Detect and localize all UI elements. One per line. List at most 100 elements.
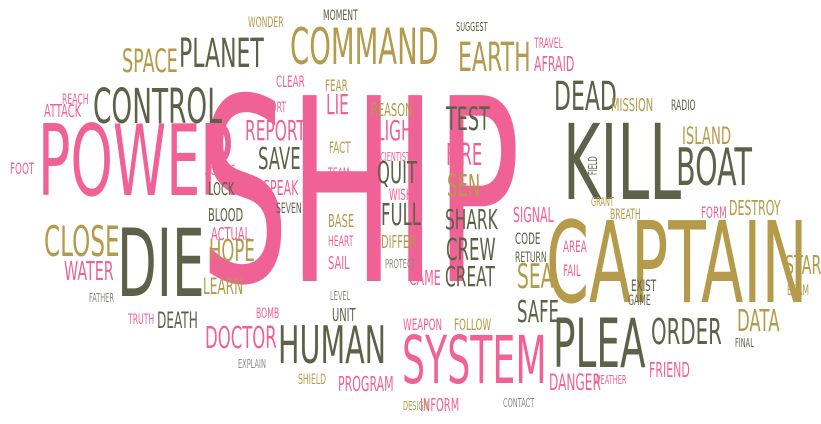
word-hope: HOPE: [209, 234, 255, 269]
word-weather: WEATHER: [594, 373, 627, 387]
word-creat: CREAT: [445, 260, 495, 293]
word-test: TEST: [446, 100, 490, 138]
word-reach: REACH: [62, 92, 89, 108]
word-fact: FACT: [329, 138, 351, 157]
word-moment: MOMENT: [323, 8, 358, 24]
word-kill: KILL: [563, 102, 682, 224]
word-captain: CAPTAIN: [546, 199, 808, 329]
word-power: POWER: [38, 105, 238, 219]
word-unit: UNIT: [332, 305, 356, 326]
word-learn: LEARN: [203, 275, 244, 300]
word-system: SYSTEM: [402, 322, 547, 399]
word-ship: SHIP: [200, 45, 521, 342]
word-earth: EARTH: [458, 35, 531, 81]
word-heart: HEART: [328, 234, 354, 250]
word-control: CONTROL: [93, 79, 222, 135]
word-shark: SHARK: [445, 203, 498, 236]
word-radio: RADIO: [671, 98, 696, 114]
word-level: LEVEL: [330, 289, 351, 303]
word-report: REPORT: [245, 114, 306, 147]
word-protect: PROTECT: [385, 257, 416, 271]
word-sen: SEN: [447, 169, 481, 204]
word-follow: FOLLOW: [454, 315, 492, 334]
word-human: HUMAN: [278, 316, 387, 376]
word-form: FORM: [701, 203, 727, 222]
word-attack: ATTACK: [44, 101, 82, 122]
word-crew: CREW: [446, 233, 496, 268]
word-lock: LOCK: [208, 179, 235, 200]
word-save: SAVE: [258, 142, 301, 177]
word-breath: BREATH: [610, 207, 641, 223]
word-team: TEAM: [328, 166, 350, 182]
word-destroy: DESTROY: [729, 196, 781, 220]
word-boat: BOAT: [676, 138, 752, 198]
word-foot: FOOT: [10, 159, 35, 178]
word-scientist: SCIENTIST: [376, 150, 411, 164]
word-base: BASE: [328, 211, 355, 232]
word-wish: WISH: [389, 185, 413, 204]
word-code: CODE: [515, 229, 541, 248]
word-lie: LIE: [326, 88, 349, 121]
word-travel: TRAVEL: [534, 36, 563, 52]
word-return: RETURN: [515, 250, 547, 266]
word-doctor: DOCTOR: [205, 321, 277, 356]
word-game: GAME: [628, 293, 651, 309]
word-explain: EXPLAIN: [238, 357, 266, 371]
word-fire: FIRE: [446, 138, 483, 173]
word-danger: DANGER: [549, 371, 601, 396]
word-shield: SHIELD: [298, 372, 327, 388]
word-close: CLOSE: [44, 217, 120, 266]
word-space: SPACE: [122, 42, 178, 80]
word-light: LIGHT: [376, 114, 423, 147]
word-water: WATER: [64, 257, 114, 287]
word-exist: EXIST: [631, 276, 657, 295]
word-island: ISLAND: [682, 122, 732, 150]
word-contact: CONTACT: [503, 396, 535, 410]
word-fail: FAIL: [563, 261, 581, 280]
word-weapon: WEAPON: [403, 315, 443, 334]
word-command: COMMAND: [290, 18, 439, 76]
word-friend: FRIEND: [649, 358, 690, 382]
word-differ: DIFFER: [381, 232, 417, 253]
word-fear: FEAR: [325, 76, 348, 95]
word-truth: TRUTH: [128, 312, 155, 328]
word-full: FULL: [381, 198, 421, 233]
word-access: ACCESS: [205, 163, 236, 179]
word-planet: PLANET: [179, 31, 264, 77]
word-suggest: SUGGEST: [456, 20, 488, 34]
word-dead: DEAD: [554, 74, 617, 120]
word-die: DIE: [117, 210, 205, 319]
word-inform: INFORM: [420, 395, 460, 416]
word-beam: BEAM: [787, 283, 810, 299]
word-speak: SPEAK: [263, 176, 299, 200]
word-order: ORDER: [651, 312, 722, 353]
word-grant: GRANT: [591, 195, 614, 209]
word-safe: SAFE: [517, 295, 559, 330]
word-bomb: BOMB: [256, 306, 280, 322]
word-father: FATHER: [89, 291, 114, 305]
word-area: AREA: [563, 237, 587, 256]
word-sail: SAIL: [328, 253, 350, 274]
word-seven: SEVEN: [276, 201, 302, 217]
word-quit: QUIT: [377, 156, 418, 191]
word-final: FINAL: [735, 336, 754, 350]
word-data: DATA: [737, 304, 780, 339]
word-afraid: AFRAID: [534, 52, 575, 76]
word-plea: PLEA: [553, 305, 646, 384]
word-signal: SIGNAL: [513, 203, 554, 227]
word-star: STAR: [785, 251, 821, 281]
word-mission: MISSION: [611, 95, 654, 116]
word-wonder: WONDER: [248, 15, 284, 31]
word-field: FIELD: [586, 156, 600, 175]
word-sea: SEA: [517, 257, 554, 297]
word-death: DEATH: [157, 309, 198, 334]
word-came: CAME: [409, 266, 441, 290]
word-design: DESIGN: [403, 399, 429, 413]
word-clear: CLEAR: [276, 72, 305, 91]
word-program: PROGRAM: [338, 372, 394, 396]
word-blood: BLOOD: [208, 205, 244, 226]
word-import: IMPORT: [257, 100, 287, 116]
word-reason: REASON: [371, 100, 413, 121]
word-actual: ACTUAL: [211, 224, 251, 245]
